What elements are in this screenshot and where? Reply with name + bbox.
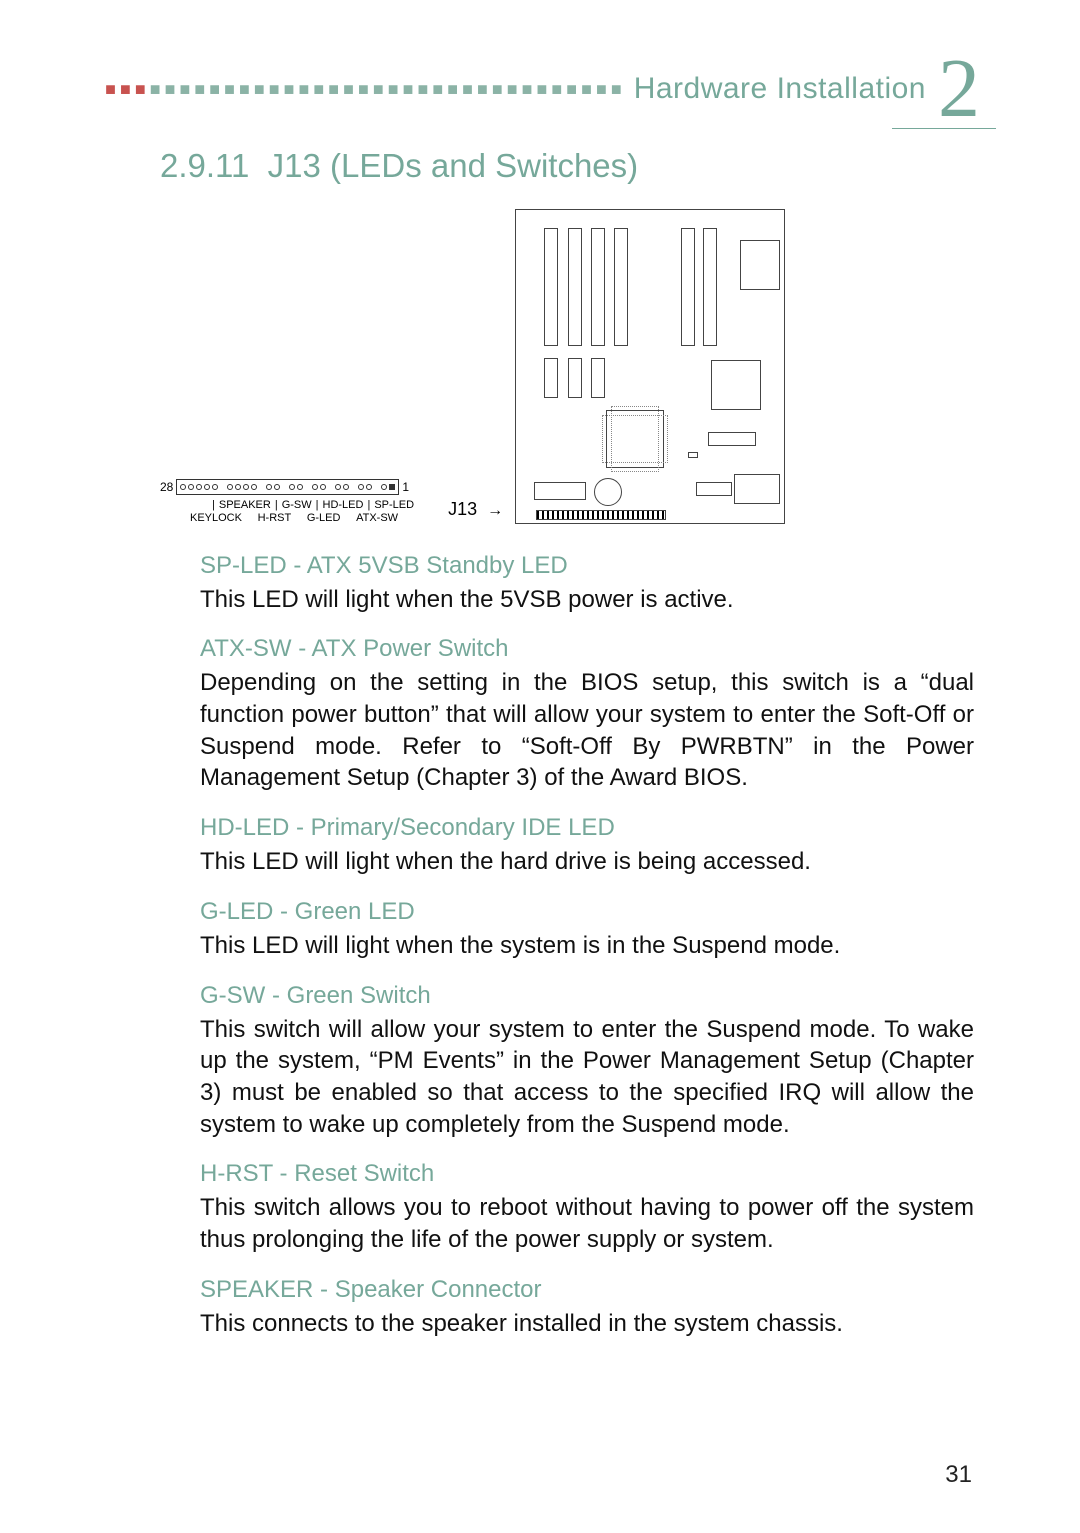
item-body: This LED will light when the hard drive …	[200, 846, 974, 878]
pin-diagram: 28 1 | SPEAKER | G-SW |	[160, 479, 434, 524]
header-dots: ■■■■■■■■■■■■■■■■■■■■■■■■■■■■■■■■■■■	[105, 80, 626, 98]
item-heading: G-LED - Green LED	[200, 898, 974, 926]
j13-label: J13	[448, 499, 477, 520]
item-heading: SP-LED - ATX 5VSB Standby LED	[200, 552, 974, 580]
pin-right-num: 1	[402, 480, 409, 494]
page-header: ■■■■■■■■■■■■■■■■■■■■■■■■■■■■■■■■■■■ Hard…	[100, 60, 980, 119]
board-diagram	[515, 209, 785, 524]
item-heading: HD-LED - Primary/Secondary IDE LED	[200, 814, 974, 842]
item-body: This LED will light when the system is i…	[200, 930, 974, 962]
pin-strip	[176, 479, 399, 495]
header-title: Hardware Installation	[634, 72, 926, 106]
figure-row: 28 1 | SPEAKER | G-SW |	[160, 209, 980, 524]
item-heading: G-SW - Green Switch	[200, 982, 974, 1010]
item: G-SW - Green Switch This switch will all…	[200, 982, 974, 1141]
item: H-RST - Reset Switch This switch allows …	[200, 1160, 974, 1255]
item-body: This connects to the speaker installed i…	[200, 1308, 974, 1340]
page-number: 31	[945, 1461, 972, 1489]
content: SP-LED - ATX 5VSB Standby LED This LED w…	[200, 552, 974, 1339]
item-heading: SPEAKER - Speaker Connector	[200, 1276, 974, 1304]
item-heading: ATX-SW - ATX Power Switch	[200, 635, 974, 663]
chapter-number: 2	[938, 60, 980, 119]
section-title: 2.9.11 J13 (LEDs and Switches)	[160, 147, 980, 185]
item-body: This LED will light when the 5VSB power …	[200, 584, 974, 616]
pin-labels-top: | SPEAKER | G-SW | HD-LED | SP-LED	[160, 499, 434, 511]
item: ATX-SW - ATX Power Switch Depending on t…	[200, 635, 974, 794]
item-heading: H-RST - Reset Switch	[200, 1160, 974, 1188]
item: G-LED - Green LED This LED will light wh…	[200, 898, 974, 962]
arrow-icon: →	[487, 502, 503, 520]
item: SPEAKER - Speaker Connector This connect…	[200, 1276, 974, 1340]
item: SP-LED - ATX 5VSB Standby LED This LED w…	[200, 552, 974, 616]
header-underline	[892, 128, 996, 129]
item: HD-LED - Primary/Secondary IDE LED This …	[200, 814, 974, 878]
item-body: This switch will allow your system to en…	[200, 1014, 974, 1141]
pin-left-num: 28	[160, 480, 173, 494]
item-body: Depending on the setting in the BIOS set…	[200, 667, 974, 794]
item-body: This switch allows you to reboot without…	[200, 1192, 974, 1255]
pin-labels-bottom: KEYLOCK H-RST G-LED ATX-SW	[160, 512, 434, 524]
